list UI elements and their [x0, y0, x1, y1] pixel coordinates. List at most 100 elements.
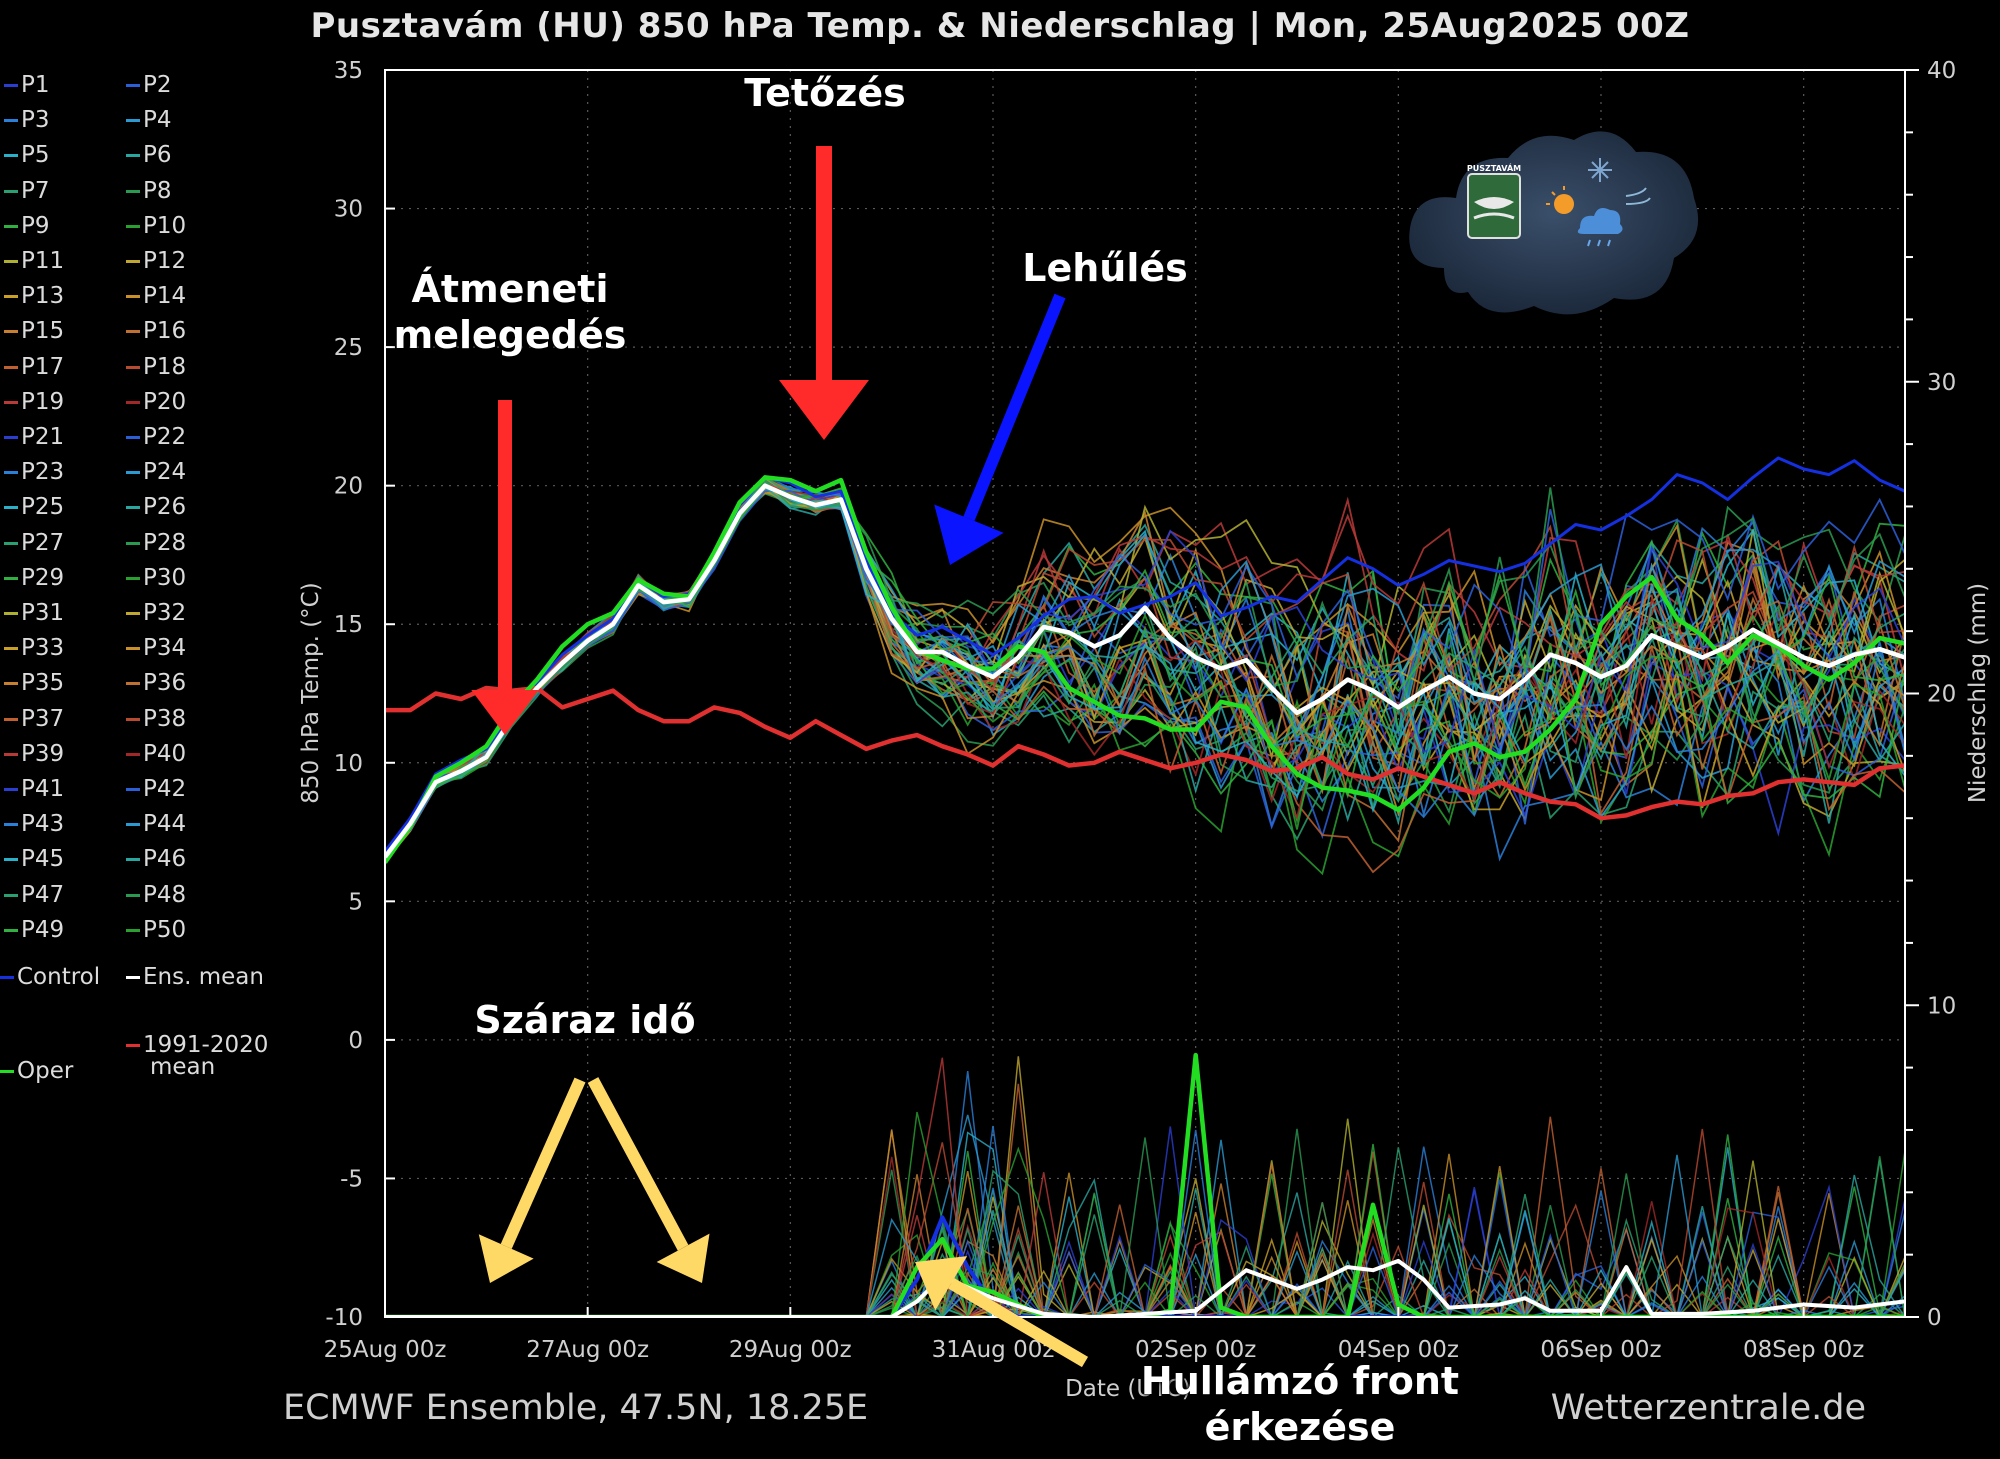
- x-tick-label: 08Sep 00z: [1743, 1337, 1864, 1363]
- ensemble-member-lines: [385, 474, 1905, 1317]
- y-tick-label-left: 25: [334, 335, 363, 361]
- legend-swatch: [4, 119, 18, 123]
- legend-item-p1: P1: [4, 72, 50, 98]
- legend-item-p38: P38: [126, 706, 186, 732]
- legend-item-p15: P15: [4, 318, 64, 344]
- legend-swatch: [126, 154, 140, 158]
- member-precip-line: [385, 1156, 1905, 1317]
- x-axis-label: Date (UTC): [1065, 1376, 1191, 1402]
- y-axis-left-label: 850 hPa Temp. (°C): [298, 582, 324, 803]
- legend-label: P30: [143, 564, 187, 591]
- legend-item-p7: P7: [4, 178, 50, 204]
- legend-label: P14: [143, 283, 187, 310]
- annotation-front-line2: érkezése: [1204, 1405, 1396, 1449]
- member-temp-line: [385, 475, 1905, 856]
- legend-swatch: [4, 928, 18, 932]
- member-precip-line: [385, 1163, 1905, 1317]
- arrow-dry-left-head: [478, 1234, 534, 1283]
- legend-swatch: [4, 612, 18, 615]
- y-tick-label-left: 5: [348, 889, 363, 915]
- member-precip-line: [385, 1116, 1905, 1317]
- legend-item-p6: P6: [126, 142, 172, 168]
- legend-label: P5: [21, 142, 50, 169]
- legend-item-p3: P3: [4, 107, 50, 133]
- member-precip-line: [385, 1150, 1905, 1317]
- legend-item-climate-line2: mean: [150, 1054, 216, 1080]
- member-precip-line: [385, 1165, 1905, 1317]
- y-tick-label-left: 30: [334, 197, 363, 223]
- y-tick-label-left: 15: [334, 612, 363, 638]
- x-tick-label: 04Sep 00z: [1338, 1337, 1459, 1363]
- legend-swatch: [4, 154, 18, 158]
- y-tick-label-right: 40: [1927, 58, 1956, 84]
- arrow-peak-head: [779, 380, 869, 440]
- member-precip-line: [385, 1118, 1905, 1317]
- legend-label: P36: [143, 670, 187, 697]
- y-tick-label-left: 20: [334, 474, 363, 500]
- legend-item-p28: P28: [126, 530, 186, 556]
- annotation-warming-line2: melegedés: [393, 313, 627, 357]
- legend-label: P12: [143, 248, 187, 274]
- legend-label: P11: [21, 248, 65, 274]
- legend-label: P43: [21, 811, 65, 838]
- legend: P1 P2 P3 P4 P5 P6 P7 P8 P9 P10 P11 P12 P13 P14 P15 P16 P…: [0, 72, 300, 1112]
- legend-label: P18: [143, 353, 187, 380]
- legend-item-p13: P13: [4, 283, 64, 309]
- legend-item-p41: P41: [4, 776, 64, 802]
- arrow-dry-right-shaft: [587, 1077, 689, 1251]
- legend-item-p29: P29: [4, 565, 64, 591]
- arrow-dry-right-head: [656, 1233, 710, 1283]
- legend-swatch: [126, 928, 140, 932]
- legend-swatch: [4, 471, 18, 475]
- legend-label: P48: [143, 881, 187, 908]
- y-axis-right-label: Niederschlag (mm): [1965, 583, 1991, 803]
- legend-item-p47: P47: [4, 882, 64, 908]
- legend-item-p19: P19: [4, 389, 64, 415]
- highlight-lines: [385, 456, 1905, 1317]
- legend-label: P2: [143, 72, 172, 98]
- legend-item-p48: P48: [126, 882, 186, 908]
- member-precip-line: [385, 1056, 1905, 1317]
- member-precip-line: [385, 1179, 1905, 1317]
- legend-item-control: Control: [0, 964, 100, 990]
- legend-label: P25: [21, 494, 65, 521]
- legend-item-p46: P46: [126, 846, 186, 872]
- member-precip-line: [385, 1134, 1905, 1317]
- legend-swatch: [4, 717, 18, 721]
- member-precip-line: [385, 1218, 1905, 1317]
- member-precip-line: [385, 1125, 1905, 1317]
- legend-swatch: [4, 541, 18, 545]
- arrow-warming-head: [471, 690, 539, 735]
- legend-swatch: [4, 752, 18, 756]
- legend-item-p22: P22: [126, 424, 186, 450]
- series-ens-mean: [385, 483, 1905, 859]
- member-precip-line: [385, 1147, 1905, 1317]
- y-tick-label-left: 10: [334, 751, 363, 777]
- legend-item-oper: Oper: [0, 1058, 73, 1084]
- legend-swatch: [4, 893, 18, 897]
- x-tick-label: 25Aug 00z: [324, 1337, 447, 1363]
- legend-swatch: [4, 647, 18, 651]
- x-tick-label: 02Sep 00z: [1135, 1337, 1256, 1363]
- member-precip-line: [385, 1234, 1905, 1317]
- legend-item-p20: P20: [126, 389, 186, 415]
- legend-swatch: [126, 576, 140, 580]
- legend-item-p8: P8: [126, 178, 172, 204]
- legend-swatch: [126, 330, 140, 334]
- member-precip-line: [385, 1233, 1905, 1317]
- member-precip-line: [385, 1143, 1905, 1317]
- legend-label: P49: [21, 916, 65, 943]
- legend-label: Ens. mean: [143, 964, 264, 990]
- legend-swatch: [126, 752, 140, 756]
- legend-swatch: [4, 224, 18, 228]
- annotation-dry: Száraz idő: [474, 998, 696, 1042]
- y-tick-label-right: 0: [1927, 1305, 1942, 1331]
- legend-label: P45: [21, 846, 65, 873]
- member-precip-line: [385, 1071, 1905, 1317]
- member-precip-line: [385, 1160, 1905, 1317]
- arrow-front-head: [915, 1256, 968, 1311]
- annotation-cooling: Lehűlés: [1022, 246, 1188, 290]
- legend-swatch: [0, 1070, 14, 1073]
- legend-label: P47: [21, 881, 65, 908]
- legend-swatch: [126, 682, 140, 686]
